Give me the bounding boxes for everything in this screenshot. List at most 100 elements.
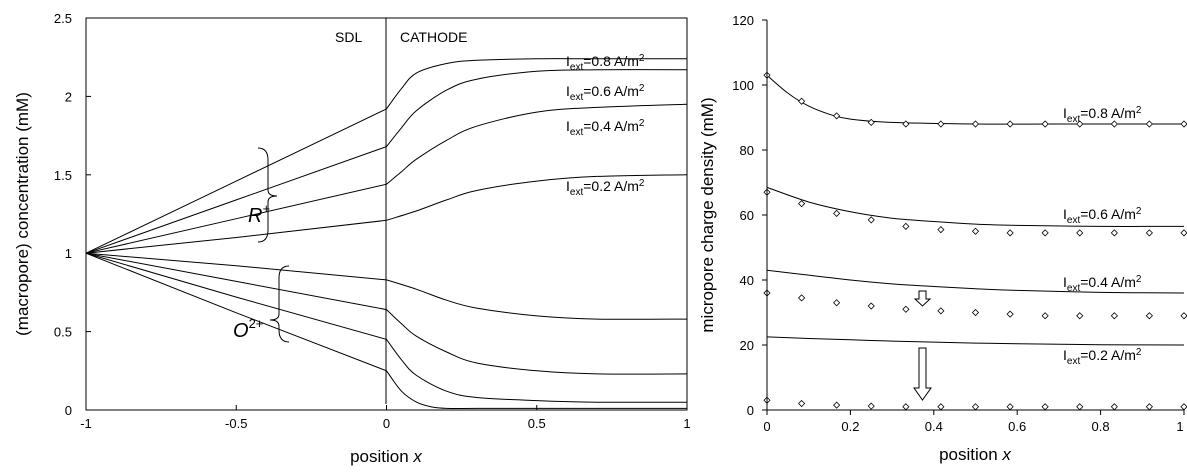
concentration-curve-3	[85, 174, 688, 254]
charge-density-point-0.8	[1110, 120, 1118, 128]
shift-arrow-small	[913, 290, 932, 307]
charge-density-point-0.2	[833, 401, 841, 409]
charge-density-point-0.8	[1145, 120, 1153, 128]
charge-density-point-0.2	[937, 403, 945, 411]
charge-density-point-0.6	[867, 216, 875, 224]
charge-density-curve-0.8	[766, 74, 1184, 125]
charge-density-point-0.6	[937, 226, 945, 234]
concentration-curves	[85, 58, 688, 410]
charge-density-point-0.8	[833, 112, 841, 120]
left-y-tick-label: 1.5	[54, 168, 72, 183]
charge-density-point-0.8	[798, 97, 806, 105]
charge-density-curve-0.4	[766, 269, 1185, 294]
left-label-0.6: Iext=0.6 A/m2	[566, 83, 645, 103]
left-x-tick-label: -1	[80, 416, 92, 431]
r-plus-brace	[257, 147, 278, 243]
charge-density-point-0.6	[902, 222, 910, 230]
charge-density-point-0.6	[1110, 229, 1118, 237]
sdl-label: SDL	[335, 29, 362, 45]
left-ticks: -1 -0.5 0 0.5 1 0 0.5 1 1.5 2 2.5	[54, 11, 691, 431]
charge-density-markers	[763, 71, 1187, 411]
charge-density-point-0.2	[902, 403, 910, 411]
left-y-tick-label: 0.5	[54, 325, 72, 340]
concentration-curve-1	[85, 69, 688, 254]
shift-arrow-large	[913, 347, 932, 401]
left-x-tick-label: 1	[683, 416, 690, 431]
charge-density-point-0.4	[1180, 312, 1187, 320]
charge-density-point-0.4	[1110, 312, 1118, 320]
charge-density-point-0.2	[1041, 403, 1049, 411]
left-x-axis-label: position x	[350, 447, 422, 466]
charge-density-point-0.6	[1076, 229, 1084, 237]
right-x-tick-label: 0.2	[841, 419, 859, 434]
charge-density-point-0.4	[902, 305, 910, 313]
charge-density-point-0.8	[1041, 120, 1049, 128]
right-label-0.8: Iext=0.8 A/m2	[1063, 105, 1142, 125]
charge-density-point-0.2	[1076, 403, 1084, 411]
charge-density-point-0.6	[798, 200, 806, 208]
charge-density-point-0.6	[833, 209, 841, 217]
concentration-curve-4	[85, 252, 688, 320]
right-y-tick-label: 20	[740, 338, 754, 353]
charge-density-point-0.6	[1145, 229, 1153, 237]
charge-density-point-0.6	[1041, 229, 1049, 237]
charge-density-point-0.2	[1006, 403, 1014, 411]
cathode-label: CATHODE	[400, 29, 467, 45]
charge-density-point-0.6	[971, 227, 980, 235]
o-2plus-brace	[269, 265, 290, 343]
r-plus-label: R+	[248, 201, 270, 227]
charge-density-point-0.8	[937, 120, 945, 128]
right-x-axis-label: position x	[939, 445, 1011, 464]
concentration-curve-0	[85, 58, 687, 254]
charge-density-point-0.8	[1180, 120, 1187, 128]
right-y-tick-label: 100	[732, 78, 754, 93]
left-y-tick-label: 1	[65, 246, 72, 261]
concentration-chart: -1 -0.5 0 0.5 1 0 0.5 1 1.5 2 2.5 SDL CATHODE Iext…	[13, 11, 691, 466]
right-x-tick-label: 0.6	[1008, 419, 1026, 434]
concentration-curve-2	[85, 103, 688, 254]
right-y-tick-label: 120	[732, 13, 754, 28]
charge-density-point-0.2	[1180, 403, 1187, 411]
charge-density-point-0.4	[798, 294, 806, 302]
charge-density-point-0.8	[1076, 120, 1084, 128]
left-x-tick-label: 0	[383, 416, 390, 431]
charge-density-point-0.2	[971, 403, 980, 411]
charge-density-point-0.4	[833, 299, 841, 307]
charge-density-curve-0.2	[766, 336, 1185, 346]
concentration-curve-7	[85, 252, 687, 410]
charge-density-point-0.4	[1041, 312, 1049, 320]
right-y-axis-label: micropore charge density (mM)	[698, 97, 717, 332]
right-y-tick-label: 0	[747, 403, 754, 418]
left-y-axis-label: (macropore) concentration (mM)	[13, 92, 32, 336]
charge-density-point-0.4	[1006, 310, 1014, 318]
left-y-tick-label: 0	[65, 403, 72, 418]
charge-density-point-0.2	[1145, 403, 1153, 411]
charge-density-point-0.2	[798, 399, 806, 408]
left-label-0.4: Iext=0.4 A/m2	[566, 118, 645, 138]
charge-density-point-0.4	[1076, 312, 1084, 320]
right-x-tick-label: 1	[1176, 419, 1183, 434]
right-y-tick-label: 80	[740, 143, 754, 158]
left-label-0.8: Iext=0.8 A/m2	[566, 53, 645, 73]
charge-density-point-0.8	[867, 118, 875, 126]
left-x-tick-label: 0.5	[528, 416, 546, 431]
right-x-tick-label: 0.8	[1092, 419, 1110, 434]
charge-density-curve-0.6	[766, 186, 1185, 227]
right-label-0.4: Iext=0.4 A/m2	[1063, 274, 1142, 294]
charge-density-chart: 0 0.2 0.4 0.6 0.8 1 0 20 40 60 80 100 120 Iext=0.8 A…	[698, 13, 1187, 464]
charge-density-curves	[766, 74, 1185, 346]
charge-density-point-0.4	[937, 307, 945, 315]
left-y-tick-label: 2	[65, 89, 72, 104]
right-x-tick-label: 0	[763, 419, 770, 434]
right-ticks: 0 0.2 0.4 0.6 0.8 1 0 20 40 60 80 100 120	[732, 13, 1185, 434]
left-y-tick-label: 2.5	[54, 11, 72, 26]
right-y-tick-label: 60	[740, 208, 754, 223]
concentration-curve-5	[85, 252, 688, 375]
charge-density-point-0.2	[867, 402, 875, 410]
concentration-curve-6	[85, 252, 688, 403]
right-y-tick-label: 40	[740, 273, 754, 288]
charge-density-point-0.6	[1180, 229, 1187, 237]
right-label-0.6: Iext=0.6 A/m2	[1063, 206, 1142, 226]
left-x-tick-label: -0.5	[225, 416, 247, 431]
